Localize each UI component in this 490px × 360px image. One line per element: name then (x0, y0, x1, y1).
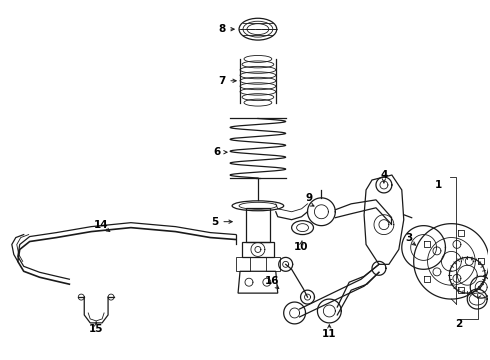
Text: 6: 6 (213, 147, 220, 157)
Text: 9: 9 (306, 193, 313, 203)
Text: 14: 14 (94, 220, 108, 230)
Text: 3: 3 (405, 233, 413, 243)
Text: 11: 11 (322, 329, 337, 339)
Text: 7: 7 (218, 76, 225, 86)
Text: 4: 4 (380, 170, 388, 180)
Text: 8: 8 (218, 24, 225, 34)
Text: 10: 10 (294, 243, 309, 252)
Text: 1: 1 (435, 180, 442, 190)
Text: 15: 15 (89, 324, 103, 334)
Text: 2: 2 (455, 319, 462, 329)
Text: 16: 16 (265, 276, 279, 286)
Text: 5: 5 (211, 217, 218, 227)
